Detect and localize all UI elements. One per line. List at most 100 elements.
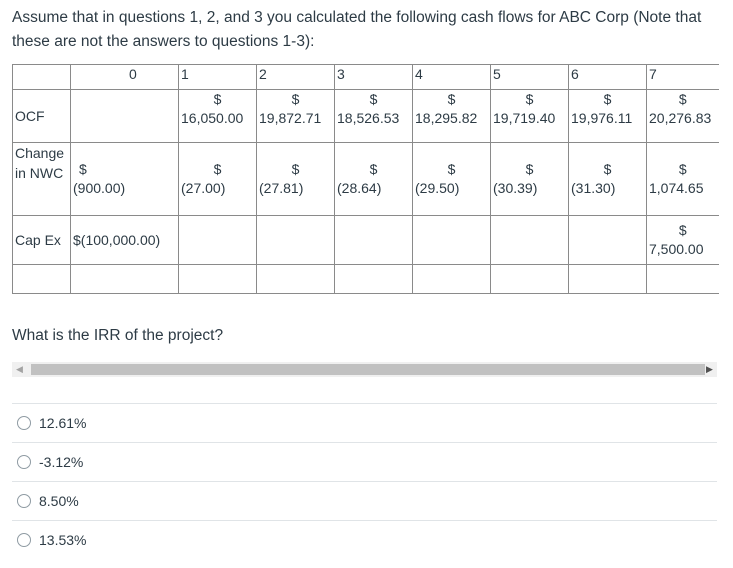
table-cell <box>490 264 569 294</box>
radio-button[interactable] <box>17 494 31 508</box>
answer-choice[interactable]: 8.50% <box>12 481 717 520</box>
header-cell-year: 6 <box>568 64 647 90</box>
cell-value: 19,719.40 <box>493 110 556 126</box>
answer-choice[interactable]: 13.53% <box>12 520 717 559</box>
currency-symbol: $ <box>369 161 378 177</box>
header-cell-year: 3 <box>334 64 413 90</box>
currency-symbol: $ <box>678 222 687 238</box>
table-cell <box>334 264 413 294</box>
table-cell: $18,295.82 <box>412 89 491 143</box>
radio-button[interactable] <box>17 455 31 469</box>
table-row-ocf: OCF $16,050.00 $19,872.71 $18,526.53 $18… <box>12 89 719 143</box>
currency-symbol: $ <box>447 161 456 177</box>
table-cell <box>256 264 335 294</box>
radio-button[interactable] <box>17 533 31 547</box>
table-cell <box>412 264 491 294</box>
currency-symbol: $ <box>213 91 222 107</box>
table-cell <box>256 215 335 265</box>
cell-value: 16,050.00 <box>181 110 244 126</box>
table-cell: $19,872.71 <box>256 89 335 143</box>
answer-label[interactable]: -3.12% <box>39 454 84 470</box>
cell-value: (27.00) <box>181 180 226 196</box>
answer-label[interactable]: 8.50% <box>39 493 79 509</box>
table-cell: $ (30.39) <box>490 142 569 216</box>
cell-value: 1,074.65 <box>649 180 704 196</box>
currency-symbol: $ <box>369 91 378 107</box>
currency-symbol: $ <box>291 161 300 177</box>
scrollbar-thumb[interactable] <box>31 364 705 375</box>
currency-symbol: $ <box>291 91 300 107</box>
table-cell: $ (31.30) <box>568 142 647 216</box>
table-cell <box>70 264 179 294</box>
table-cell <box>12 264 71 294</box>
cell-value: $(100,000.00) <box>70 215 179 265</box>
header-cell-empty <box>12 64 71 90</box>
scroll-right-arrow-icon[interactable]: ▶ <box>706 364 713 374</box>
answer-label[interactable]: 13.53% <box>39 532 87 548</box>
answer-label[interactable]: 12.61% <box>39 415 87 431</box>
cell-value: (29.50) <box>415 180 460 196</box>
table-cell: $20,276.83 <box>646 89 719 143</box>
header-cell-year: 2 <box>256 64 335 90</box>
table-cell: $1,074.65 <box>646 142 719 216</box>
currency-symbol: $ <box>213 161 222 177</box>
cell-value: (27.81) <box>259 180 304 196</box>
header-cell-year: 5 <box>490 64 569 90</box>
row-label-ocf: OCF <box>12 89 71 143</box>
cell-value: 20,276.83 <box>649 110 712 126</box>
table-row-capex: Cap Ex $(100,000.00) $7,500.00 <box>12 215 719 265</box>
table-cell <box>334 215 413 265</box>
table-cell <box>646 264 719 294</box>
currency-symbol: $ <box>525 161 534 177</box>
cell-value: 7,500.00 <box>649 241 704 257</box>
table-cell: $ (900.00) <box>70 142 179 216</box>
answer-choice[interactable]: 12.61% <box>12 403 717 442</box>
radio-button[interactable] <box>17 416 31 430</box>
currency-symbol: $ <box>678 91 687 107</box>
row-label-capex: Cap Ex <box>12 215 71 265</box>
question-text: What is the IRR of the project? <box>12 327 224 344</box>
header-cell-year: 0 <box>70 64 179 90</box>
table-cell: $ (27.00) <box>178 142 257 216</box>
cell-value: (31.30) <box>571 180 616 196</box>
table-cell <box>568 215 647 265</box>
cell-value: (28.64) <box>337 180 382 196</box>
table-cell <box>568 264 647 294</box>
horizontal-scrollbar[interactable]: ◀ ▶ <box>12 362 717 377</box>
table-cell <box>70 89 179 143</box>
currency-symbol: $ <box>678 161 687 177</box>
answer-choices: 12.61% -3.12% 8.50% 13.53% <box>12 403 717 559</box>
table-cell: $16,050.00 <box>178 89 257 143</box>
scroll-left-arrow-icon[interactable]: ◀ <box>16 364 23 374</box>
answer-choice[interactable]: -3.12% <box>12 442 717 481</box>
currency-symbol: $ <box>525 91 534 107</box>
table-header-row: 0 1 2 3 4 5 6 7 <box>12 64 719 90</box>
cell-value: 18,295.82 <box>415 110 478 126</box>
table-cell: $ (28.64) <box>334 142 413 216</box>
header-cell-year: 7 <box>646 64 719 90</box>
currency-symbol: $ <box>603 161 612 177</box>
table-cell: $7,500.00 <box>646 215 719 265</box>
table-cell: $ (29.50) <box>412 142 491 216</box>
currency-symbol: $ <box>79 161 87 177</box>
cell-value: (30.39) <box>493 180 538 196</box>
currency-symbol: $ <box>447 91 456 107</box>
cell-value: 18,526.53 <box>337 110 400 126</box>
table-row-nwc: Change in NWC $ (900.00) $ (27.00) $ (27.81… <box>12 142 719 216</box>
table-cell: $18,526.53 <box>334 89 413 143</box>
table-cell: $19,719.40 <box>490 89 569 143</box>
question-intro-text: Assume that in questions 1, 2, and 3 you… <box>12 9 702 50</box>
table-cell <box>490 215 569 265</box>
cell-value: 19,976.11 <box>571 110 633 126</box>
cell-value: (900.00) <box>73 180 126 196</box>
header-cell-year: 1 <box>178 64 257 90</box>
table-cell <box>178 215 257 265</box>
table-cell <box>178 264 257 294</box>
table-cell: $ (27.81) <box>256 142 335 216</box>
row-label-nwc: Change in NWC <box>12 142 71 216</box>
table-cell: $19,976.11 <box>568 89 647 143</box>
header-cell-year: 4 <box>412 64 491 90</box>
cell-value: 19,872.71 <box>259 110 322 126</box>
table-row-empty <box>12 264 719 294</box>
cash-flow-table: 0 1 2 3 4 5 6 7 OCF $16,050.00 $19,872.7… <box>12 64 719 294</box>
